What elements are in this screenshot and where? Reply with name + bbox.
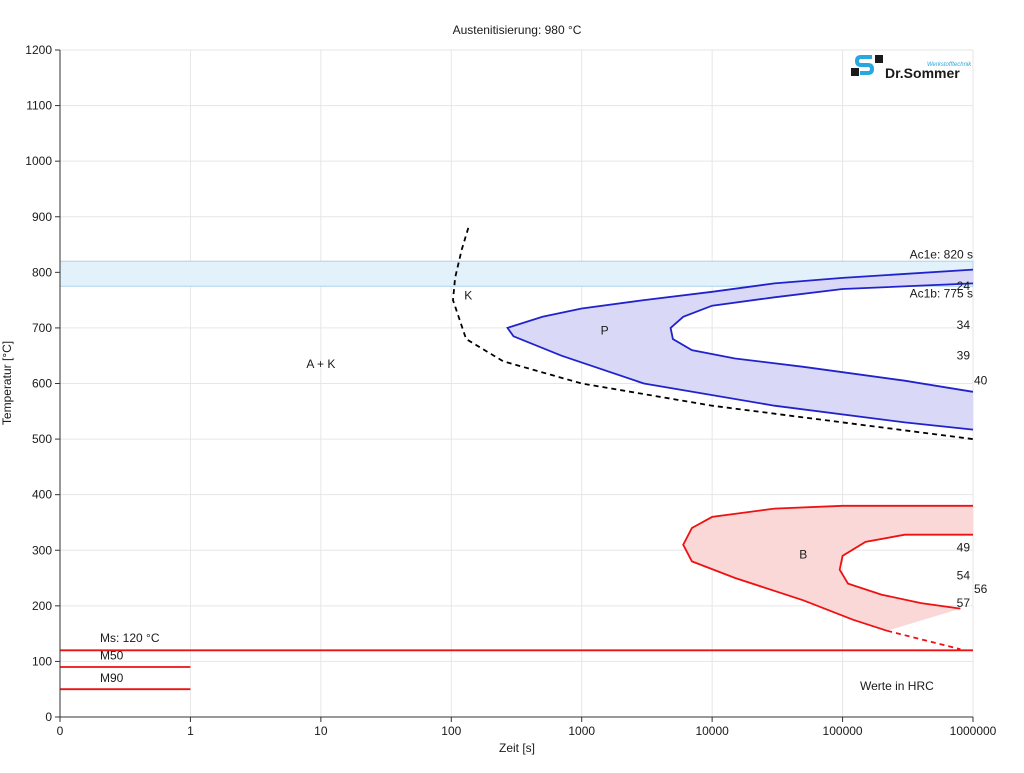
y-axis-title: Temperatur [°C] xyxy=(0,341,14,425)
y-tick-label: 600 xyxy=(32,377,52,391)
curve-p_end xyxy=(669,282,974,393)
curve-p_start xyxy=(506,268,974,431)
y-tick-label: 100 xyxy=(32,654,52,668)
hardness-value: 49 xyxy=(957,540,971,554)
curve-b_start_ext xyxy=(886,629,961,651)
axes: 0100200300400500600700800900100011001200… xyxy=(25,43,996,738)
x-axis-title: Zeit [s] xyxy=(499,741,535,755)
chart-title: Austenitisierung: 980 °C xyxy=(453,23,582,37)
hardness-value: 56 xyxy=(974,582,988,596)
hardness-value: 40 xyxy=(974,374,988,388)
logo-square-1 xyxy=(851,68,859,76)
x-tick-label: 0 xyxy=(57,724,64,738)
y-tick-label: 700 xyxy=(32,321,52,335)
curve-carbide xyxy=(452,227,974,440)
line-label: Ms: 120 °C xyxy=(100,631,160,645)
curve-b_end xyxy=(838,533,973,610)
x-tick-label: 10000 xyxy=(695,724,729,738)
y-tick-label: 1100 xyxy=(26,99,52,113)
pearlite-region-fill xyxy=(507,269,973,430)
region-label: A + K xyxy=(306,357,335,371)
y-tick-label: 300 xyxy=(32,543,52,557)
y-tick-label: 800 xyxy=(32,265,52,279)
y-tick-label: 1200 xyxy=(25,43,52,57)
region-label: B xyxy=(799,548,807,562)
region-fills xyxy=(507,269,973,631)
x-tick-label: 100000 xyxy=(823,724,863,738)
y-tick-label: 400 xyxy=(32,488,52,502)
bainite-region-fill xyxy=(683,505,973,631)
hardness-value: 39 xyxy=(957,349,971,363)
x-tick-label: 1 xyxy=(187,724,194,738)
x-tick-label: 1000000 xyxy=(950,724,997,738)
ac-label: Ac1b: 775 s xyxy=(910,286,973,300)
company-logo: Dr.Sommer Werkstofftechnik xyxy=(851,55,972,81)
series-lines xyxy=(60,227,974,691)
y-tick-label: 900 xyxy=(32,210,52,224)
x-tick-label: 1000 xyxy=(568,724,595,738)
logo-brand-text: Dr.Sommer xyxy=(885,65,960,81)
line-label: M90 xyxy=(100,671,124,685)
hardness-value: 54 xyxy=(957,568,971,582)
y-tick-label: 200 xyxy=(32,599,52,613)
region-label: P xyxy=(601,324,609,338)
curve-b_start xyxy=(682,504,973,632)
line-label: M50 xyxy=(100,649,124,663)
logo-square-2 xyxy=(875,55,883,63)
annotations: A + K K P B Ms: 120 °C M50 M90 Ac1e: 820 s Ac1b:… xyxy=(100,247,988,685)
y-tick-label: 0 xyxy=(45,710,52,724)
logo-sub-text: Werkstofftechnik xyxy=(927,62,972,68)
y-tick-label: 500 xyxy=(32,432,52,446)
ac-label: Ac1e: 820 s xyxy=(910,247,973,261)
hardness-value: 57 xyxy=(957,596,971,610)
unit-note: Werte in HRC xyxy=(860,679,934,693)
region-label: K xyxy=(464,289,472,303)
logo-s-mark xyxy=(854,55,875,75)
hardness-value: 34 xyxy=(957,318,971,332)
x-tick-label: 100 xyxy=(441,724,461,738)
x-tick-label: 10 xyxy=(314,724,328,738)
y-tick-label: 1000 xyxy=(25,154,52,168)
hardness-value: 24 xyxy=(957,279,971,293)
